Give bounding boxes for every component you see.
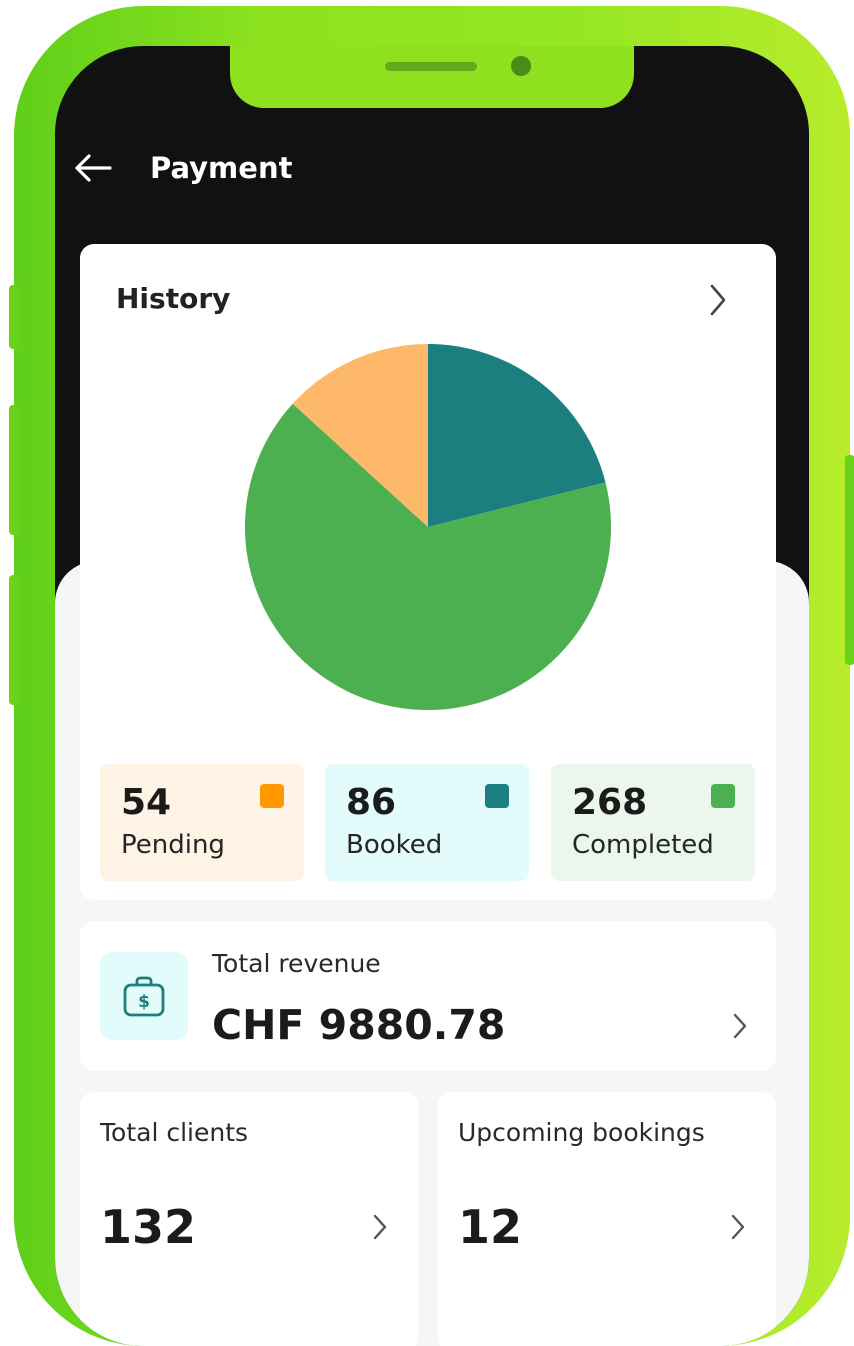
stat-label: Completed: [572, 830, 714, 860]
front-camera: [511, 56, 531, 76]
total-clients-card[interactable]: Total clients 132: [80, 1092, 418, 1346]
clients-label: Total clients: [100, 1118, 249, 1147]
phone-side-button: [845, 455, 854, 665]
stat-color-swatch: [260, 784, 284, 808]
phone-side-button: [9, 575, 19, 705]
total-revenue-card[interactable]: $ Total revenue CHF 9880.78: [80, 921, 776, 1071]
revenue-icon-box: $: [100, 952, 188, 1040]
speaker-grille: [385, 62, 477, 71]
phone-side-button: [9, 405, 19, 535]
pie-slice-pending: [292, 344, 428, 527]
history-open-button[interactable]: [702, 282, 732, 318]
stat-card-pending[interactable]: 54 Pending: [100, 764, 304, 881]
stat-card-completed[interactable]: 268 Completed: [551, 764, 755, 881]
stat-color-swatch: [711, 784, 735, 808]
bookings-label: Upcoming bookings: [458, 1118, 705, 1147]
phone-side-button: [9, 285, 19, 349]
pie-slice-completed: [245, 403, 611, 710]
page-title: Payment: [150, 151, 293, 185]
stat-value: 86: [346, 782, 397, 823]
chevron-right-icon: [731, 1214, 745, 1240]
phone-notch: [230, 46, 634, 108]
stat-label: Pending: [121, 830, 225, 860]
chevron-right-icon: [373, 1214, 387, 1240]
revenue-value: CHF 9880.78: [212, 1001, 506, 1049]
chevron-right-icon: [710, 284, 726, 316]
money-bag-icon: $: [123, 976, 165, 1017]
stat-card-booked[interactable]: 86 Booked: [325, 764, 529, 881]
bookings-chevron[interactable]: [728, 1212, 748, 1242]
clients-value: 132: [100, 1200, 197, 1254]
clients-chevron[interactable]: [370, 1212, 390, 1242]
back-button[interactable]: [73, 150, 113, 186]
chevron-right-icon: [733, 1013, 747, 1039]
history-pie-chart: [245, 344, 611, 710]
bookings-value: 12: [458, 1200, 523, 1254]
revenue-chevron[interactable]: [730, 1011, 750, 1041]
upcoming-bookings-card[interactable]: Upcoming bookings 12: [438, 1092, 776, 1346]
stat-value: 268: [572, 782, 648, 823]
svg-text:$: $: [138, 992, 150, 1012]
arrow-left-icon: [75, 154, 112, 182]
history-title: History: [116, 282, 231, 315]
history-card: History 54 Pending 86 Booked 268 Complet…: [80, 244, 776, 900]
stat-label: Booked: [346, 830, 443, 860]
pie-slice-booked: [428, 344, 606, 527]
phone-screen: Payment History 54 Pending 86 Booked 268…: [55, 46, 809, 1346]
revenue-label: Total revenue: [212, 949, 381, 978]
stat-value: 54: [121, 782, 172, 823]
stat-color-swatch: [485, 784, 509, 808]
